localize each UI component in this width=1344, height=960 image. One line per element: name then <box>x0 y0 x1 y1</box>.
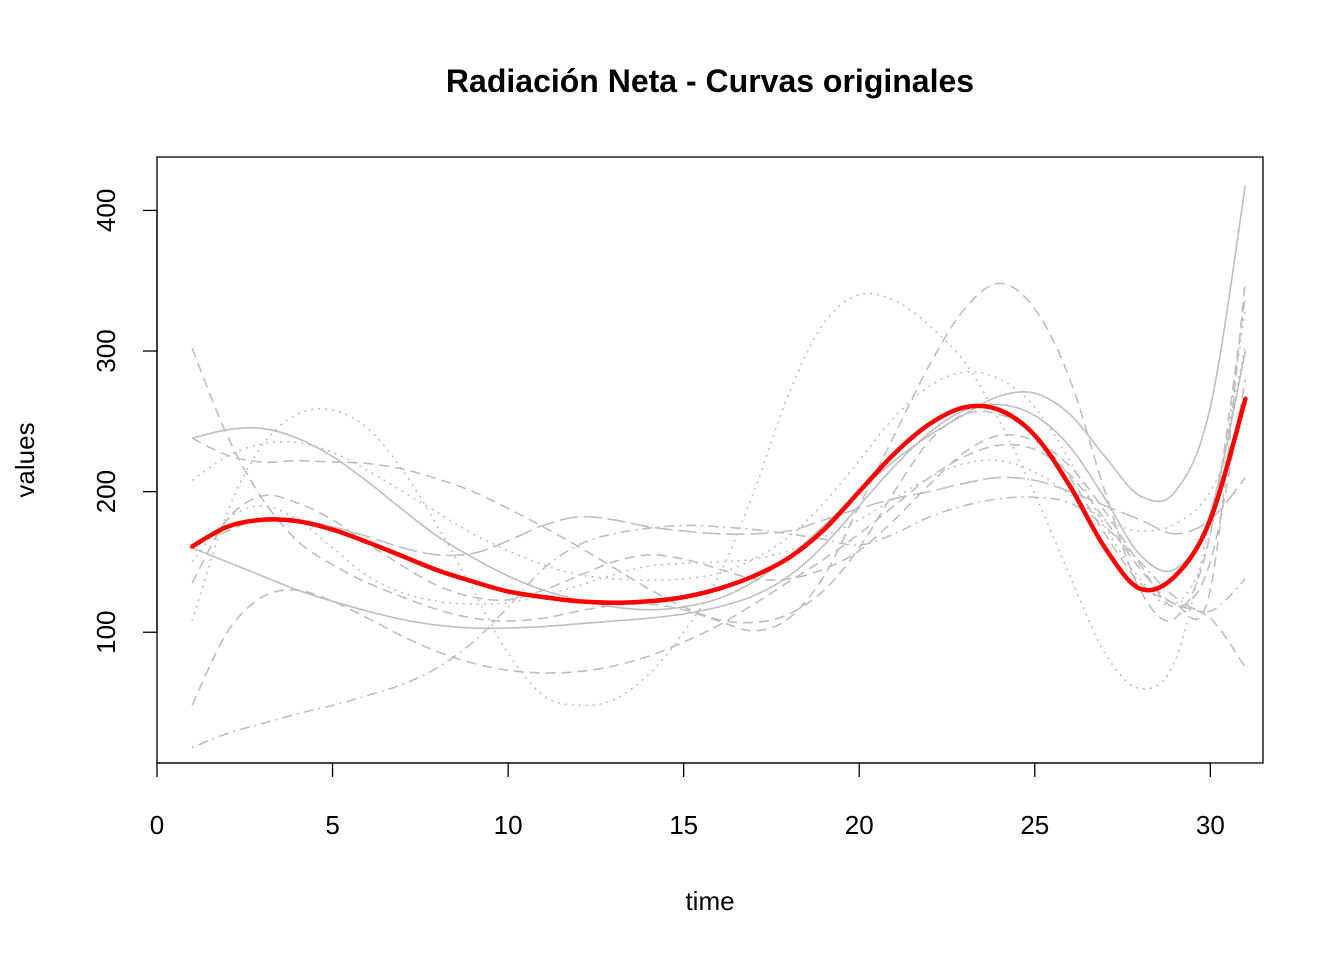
y-tick-label: 200 <box>91 470 121 513</box>
y-tick-label: 300 <box>91 329 121 372</box>
x-tick-label: 20 <box>845 810 874 840</box>
y-tick-label: 100 <box>91 611 121 654</box>
series-curve-9 <box>191 409 1247 606</box>
x-tick-label: 0 <box>150 810 164 840</box>
curves-group <box>191 184 1247 749</box>
x-tick-label: 10 <box>494 810 523 840</box>
y-axis: 100 200 300 400 <box>91 189 158 654</box>
series-curve-10 <box>191 496 1246 749</box>
y-tick-label: 400 <box>91 189 121 232</box>
x-axis: 0 5 10 15 20 25 30 <box>150 762 1225 840</box>
series-curve-7 <box>191 292 1247 707</box>
chart-title: Radiación Neta - Curvas originales <box>446 63 974 99</box>
series-curve-11 <box>191 476 1247 557</box>
y-axis-label: values <box>10 422 40 497</box>
series-curve-6 <box>191 410 1247 668</box>
mean-curve <box>189 396 1248 605</box>
series-curve-4 <box>191 280 1247 706</box>
plot-frame <box>156 156 1264 764</box>
series-curve-1 <box>191 184 1247 611</box>
x-tick-label: 5 <box>325 810 339 840</box>
series-curve-3 <box>191 282 1247 632</box>
mean-curve-group <box>189 396 1248 605</box>
series-curve-8 <box>191 308 1247 607</box>
x-tick-label: 15 <box>669 810 698 840</box>
series-curve-2 <box>191 350 1247 630</box>
x-tick-label: 25 <box>1020 810 1049 840</box>
x-tick-label: 30 <box>1196 810 1225 840</box>
x-axis-label: time <box>685 886 734 916</box>
